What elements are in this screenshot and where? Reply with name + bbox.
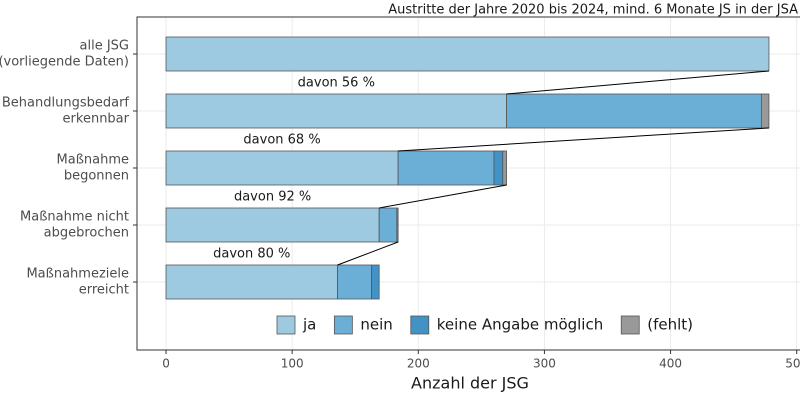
legend-label: nein bbox=[360, 316, 392, 334]
legend-swatch bbox=[620, 315, 640, 335]
x-tick-label: 400 bbox=[659, 357, 682, 371]
annotation: davon 68 % bbox=[243, 133, 320, 148]
annotation: davon 92 % bbox=[234, 190, 311, 205]
y-tick-label: (vorliegende Daten) bbox=[0, 55, 129, 70]
chart-title: Austritte der Jahre 2020 bis 2024, mind.… bbox=[388, 3, 798, 18]
bar-segment bbox=[502, 150, 507, 186]
annotation: davon 80 % bbox=[213, 247, 290, 262]
connector bbox=[398, 127, 769, 152]
x-tick-label: 300 bbox=[533, 357, 556, 371]
y-tick-label: Behandlungsbedarf bbox=[2, 96, 130, 111]
x-tick-label: 200 bbox=[407, 357, 430, 371]
y-tick-label: erreicht bbox=[79, 283, 129, 298]
bar-segment bbox=[165, 93, 507, 129]
bar-segment bbox=[371, 264, 380, 300]
bar-segment bbox=[378, 207, 398, 243]
y-tick-label: Maßnahme nicht bbox=[20, 210, 129, 225]
bar-segment bbox=[760, 93, 770, 129]
bar-segment bbox=[396, 207, 399, 243]
x-tick-label: 500 bbox=[785, 357, 800, 371]
bar-segment bbox=[165, 264, 338, 300]
connector bbox=[337, 241, 399, 266]
legend-swatch bbox=[333, 315, 353, 335]
connector bbox=[379, 184, 507, 209]
bar-segment bbox=[337, 264, 373, 300]
y-tick-label: erkennbar bbox=[63, 112, 130, 127]
bar-segment bbox=[493, 150, 504, 186]
y-tick-label: begonnen bbox=[64, 169, 129, 184]
annotation: davon 56 % bbox=[298, 76, 375, 91]
legend-label: (fehlt) bbox=[647, 316, 693, 334]
bar-segment bbox=[165, 150, 399, 186]
plot-border bbox=[136, 16, 800, 351]
x-tick-label: 0 bbox=[162, 357, 170, 371]
y-tick-label: Maßnahmeziele bbox=[26, 267, 129, 282]
y-tick-label: Maßnahme bbox=[57, 153, 129, 168]
bar-segment bbox=[165, 207, 380, 243]
bar-segment bbox=[165, 36, 770, 72]
x-tick-label: 100 bbox=[281, 357, 304, 371]
y-tick-label: alle JSG bbox=[80, 39, 129, 54]
bar-segment bbox=[397, 150, 495, 186]
bar-segment bbox=[506, 93, 762, 129]
x-axis-title: Anzahl der JSG bbox=[411, 374, 529, 393]
y-tick-label: abgebrochen bbox=[44, 226, 129, 241]
legend-label: ja bbox=[302, 316, 316, 334]
legend-swatch bbox=[276, 315, 296, 335]
legend-label: keine Angabe möglich bbox=[437, 316, 603, 334]
legend-swatch bbox=[410, 315, 430, 335]
connector bbox=[506, 70, 769, 95]
